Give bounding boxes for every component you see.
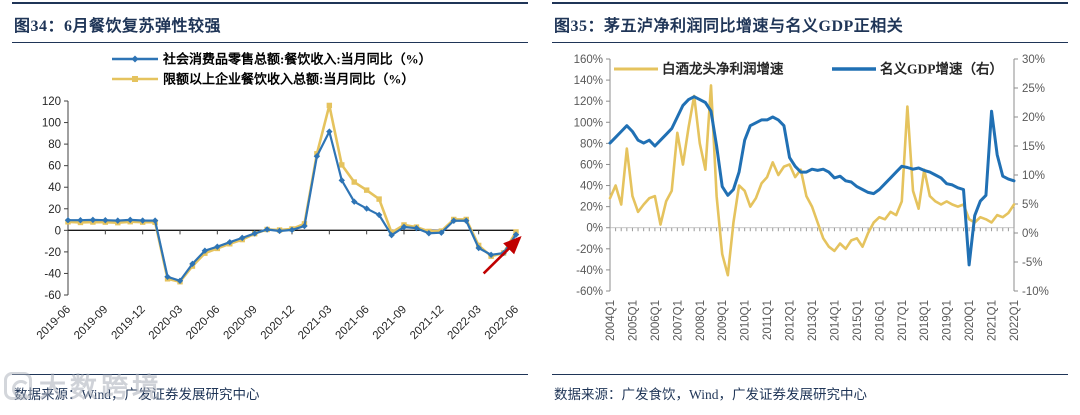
svg-text:-5%: -5%: [1022, 257, 1042, 269]
figure35-title: 图35：茅五泸净利润同比增速与名义GDP正相关: [554, 18, 904, 35]
svg-text:名义GDP增速（右）: 名义GDP增速（右）: [880, 61, 1003, 77]
right-y-axis: 30% 25% 20% 15% 10% 5% 0% -5% -10%: [1013, 54, 1049, 298]
svg-text:2019-09: 2019-09: [72, 304, 110, 342]
svg-text:0%: 0%: [1022, 228, 1039, 240]
svg-text:20%: 20%: [580, 202, 603, 214]
svg-text:2020Q1: 2020Q1: [964, 300, 976, 341]
svg-text:2021-09: 2021-09: [371, 304, 409, 342]
series-nominal-gdp-growth: [608, 95, 1016, 267]
figure34-title-rule: [12, 42, 528, 43]
svg-text:2018Q1: 2018Q1: [919, 300, 931, 341]
svg-text:60%: 60%: [580, 159, 603, 171]
red-arrow: [482, 236, 522, 275]
x-axis: 2019-062019-092019-122020-032020-062020-…: [35, 229, 521, 342]
svg-text:2019Q1: 2019Q1: [942, 300, 954, 341]
svg-text:40: 40: [48, 182, 61, 194]
svg-text:10%: 10%: [1022, 170, 1045, 182]
svg-text:2020-09: 2020-09: [221, 304, 259, 342]
figure35-line-chart: 160% 140% 120% 100% 80% 60% 40% 20% 0% -20% -40% -6…: [574, 54, 1049, 341]
svg-text:2020-12: 2020-12: [259, 304, 297, 342]
svg-text:2021Q1: 2021Q1: [987, 300, 999, 341]
svg-text:0: 0: [55, 225, 61, 237]
svg-text:2017Q1: 2017Q1: [897, 300, 909, 341]
svg-text:0%: 0%: [586, 223, 603, 235]
figure35-top-rule: [552, 2, 1068, 4]
svg-text:-10%: -10%: [1022, 286, 1049, 298]
y-axis: 120 100 80 60 40 20 0 -20 -40 -60: [42, 96, 69, 302]
panel-figure-34: 图34：6月餐饮复苏弹性较强 120 100 80 60 40 20 0 -20 -40 -60 2…: [12, 2, 528, 407]
figure34-top-rule: [12, 2, 528, 4]
svg-text:-20: -20: [44, 247, 61, 259]
figure34-line-chart: 120100806040200-20-40-602019-062019-0920…: [35, 52, 522, 342]
figure35-title-rule: [552, 42, 1068, 43]
left-y-axis: 160% 140% 120% 100% 80% 60% 40% 20% 0% -20% -40% -6…: [574, 54, 611, 298]
svg-text:2014Q1: 2014Q1: [829, 300, 841, 341]
figure34-source: 数据来源：Wind，广发证券发展研究中心: [12, 374, 528, 407]
svg-text:2008Q1: 2008Q1: [695, 300, 707, 341]
svg-text:-40%: -40%: [576, 265, 603, 277]
svg-text:2009Q1: 2009Q1: [717, 300, 729, 341]
svg-text:2022-03: 2022-03: [445, 304, 483, 342]
svg-text:100%: 100%: [574, 117, 603, 129]
x-axis-zero-line: 2004Q1 2005Q1 2006Q1 2007Q1 2008Q1 2009Q1 2010…: [605, 227, 1021, 341]
series-above-quota-catering: [65, 102, 519, 285]
svg-text:25%: 25%: [1022, 83, 1045, 95]
svg-text:160%: 160%: [574, 54, 603, 66]
figure35-source: 数据来源：广发食饮，Wind，广发证券发展研究中心: [552, 374, 1068, 407]
svg-text:2013Q1: 2013Q1: [807, 300, 819, 341]
svg-text:120: 120: [42, 96, 61, 108]
svg-text:60: 60: [48, 161, 61, 173]
svg-text:5%: 5%: [1022, 199, 1039, 211]
svg-text:80%: 80%: [580, 138, 603, 150]
svg-text:2019-06: 2019-06: [35, 304, 73, 342]
svg-text:2020-03: 2020-03: [147, 304, 185, 342]
svg-text:-40: -40: [44, 268, 61, 280]
svg-text:-20%: -20%: [576, 244, 603, 256]
svg-text:120%: 120%: [574, 96, 603, 108]
svg-text:30%: 30%: [1022, 54, 1045, 66]
figure35-chart-area: 160% 140% 120% 100% 80% 60% 40% 20% 0% -20% -40% -6…: [552, 45, 1068, 353]
figure34-chart-area: 120 100 80 60 40 20 0 -20 -40 -60 2019-06 2019-09 20…: [12, 45, 528, 357]
svg-text:2004Q1: 2004Q1: [605, 300, 617, 341]
svg-text:100: 100: [42, 118, 61, 130]
svg-text:2021-03: 2021-03: [296, 304, 334, 342]
svg-text:2006Q1: 2006Q1: [650, 300, 662, 341]
svg-text:社会消费品零售总额:餐饮收入:当月同比（%）: 社会消费品零售总额:餐饮收入:当月同比（%）: [162, 52, 432, 67]
svg-text:40%: 40%: [580, 181, 603, 193]
svg-text:白酒龙头净利润增速: 白酒龙头净利润增速: [662, 61, 784, 77]
svg-text:20: 20: [48, 204, 61, 216]
svg-text:2019-12: 2019-12: [109, 304, 147, 342]
svg-text:2022Q1: 2022Q1: [1009, 300, 1021, 341]
svg-text:2005Q1: 2005Q1: [627, 300, 639, 341]
svg-text:140%: 140%: [574, 75, 603, 87]
svg-text:2015Q1: 2015Q1: [852, 300, 864, 341]
svg-text:2021-12: 2021-12: [408, 304, 446, 342]
legend: 白酒龙头净利润增速 名义GDP增速（右）: [614, 61, 1003, 77]
svg-text:2022-06: 2022-06: [483, 304, 521, 342]
panel-figure-35: 图35：茅五泸净利润同比增速与名义GDP正相关 160% 140% 120% 100%…: [540, 0, 1080, 415]
figure34-title: 图34：6月餐饮复苏弹性较强: [14, 18, 222, 35]
svg-text:2021-06: 2021-06: [333, 304, 371, 342]
svg-text:2007Q1: 2007Q1: [672, 300, 684, 341]
svg-text:-60%: -60%: [576, 286, 603, 298]
svg-text:20%: 20%: [1022, 112, 1045, 124]
series-liquor-leader-profit-growth: [608, 84, 1016, 277]
series-social-retail-catering: [64, 128, 520, 284]
svg-text:15%: 15%: [1022, 141, 1045, 153]
svg-text:-60: -60: [44, 290, 61, 302]
svg-text:2012Q1: 2012Q1: [785, 300, 797, 341]
legend: 社会消费品零售总额:餐饮收入:当月同比（%） 限额以上企业餐饮收入总额:当月同比（…: [112, 52, 432, 87]
svg-text:限额以上企业餐饮收入总额:当月同比（%）: 限额以上企业餐饮收入总额:当月同比（%）: [163, 72, 414, 87]
svg-text:2016Q1: 2016Q1: [874, 300, 886, 341]
svg-text:2011Q1: 2011Q1: [762, 300, 774, 340]
svg-text:2010Q1: 2010Q1: [740, 300, 752, 341]
svg-text:2020-06: 2020-06: [184, 304, 222, 342]
svg-text:80: 80: [48, 139, 61, 151]
